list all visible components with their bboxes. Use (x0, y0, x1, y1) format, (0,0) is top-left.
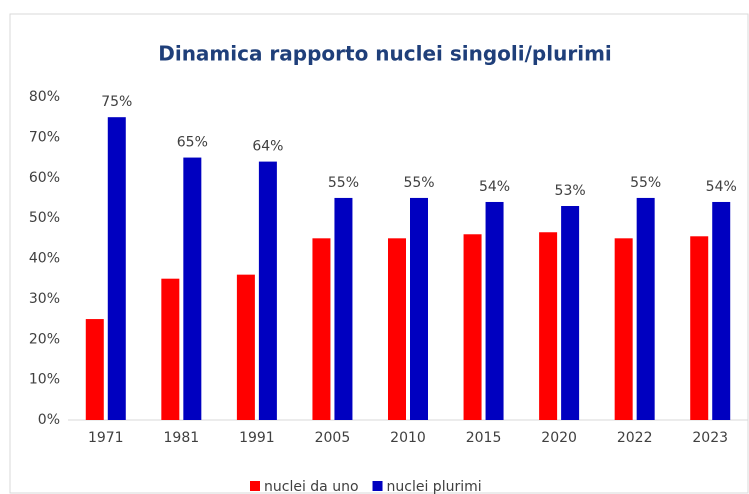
x-tick-label: 1981 (164, 430, 200, 446)
data-label: 54% (479, 179, 510, 195)
bar (107, 117, 126, 420)
bar (258, 161, 277, 420)
bar (485, 201, 504, 420)
bar (183, 157, 202, 420)
bar (712, 201, 731, 420)
y-tick-label: 50% (29, 210, 60, 226)
y-tick-label: 80% (29, 89, 60, 105)
bar (463, 234, 482, 420)
x-tick-label: 1991 (239, 430, 275, 446)
bar (539, 232, 558, 420)
legend-swatch (372, 481, 383, 491)
x-tick-label: 2020 (541, 430, 577, 446)
chart-border (9, 13, 749, 494)
chart-title: Dinamica rapporto nuclei singoli/plurimi (158, 42, 612, 66)
data-label: 65% (177, 135, 208, 151)
legend-label: nuclei plurimi (387, 479, 482, 494)
bar (161, 278, 180, 420)
data-label: 64% (252, 139, 283, 155)
legend-label: nuclei da uno (264, 479, 359, 494)
y-tick-label: 60% (29, 170, 60, 186)
data-label: 75% (101, 94, 132, 110)
data-label: 54% (706, 179, 737, 195)
bar (561, 206, 580, 420)
bar (410, 197, 428, 420)
bar (334, 197, 353, 420)
x-tick-label: 1971 (88, 430, 124, 446)
x-tick-label: 2023 (692, 430, 728, 446)
legend-swatch (250, 481, 260, 491)
data-label: 55% (328, 175, 359, 191)
x-tick-label: 2022 (617, 430, 653, 446)
bar (312, 238, 331, 420)
y-tick-label: 40% (29, 251, 60, 267)
x-tick-label: 2005 (315, 430, 351, 446)
x-tick-label: 2015 (466, 430, 502, 446)
bar (388, 238, 406, 420)
bar (636, 197, 655, 420)
bar (85, 319, 104, 420)
data-label: 55% (630, 175, 661, 191)
x-tick-label: 2010 (390, 430, 426, 446)
bar (690, 236, 709, 420)
y-tick-label: 0% (38, 412, 60, 428)
y-tick-label: 30% (29, 291, 60, 307)
data-label: 55% (403, 175, 434, 191)
y-tick-label: 20% (29, 331, 60, 347)
y-tick-label: 10% (29, 372, 60, 388)
data-label: 53% (555, 183, 586, 199)
bar (236, 274, 255, 420)
bar (614, 238, 633, 420)
y-tick-label: 70% (29, 129, 60, 145)
